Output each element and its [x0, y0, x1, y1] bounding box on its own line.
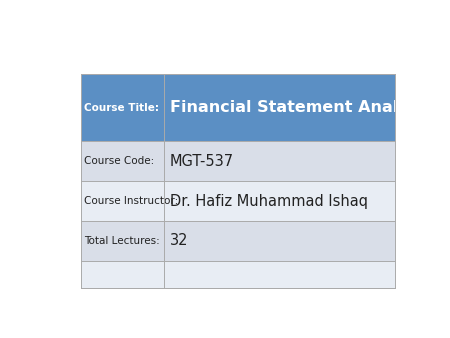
Text: Course Code:: Course Code: — [84, 156, 154, 166]
Bar — [81, 141, 164, 181]
Bar — [81, 221, 164, 261]
Text: Total Lectures:: Total Lectures: — [84, 236, 160, 246]
Bar — [164, 181, 395, 221]
Text: Course Title:: Course Title: — [84, 103, 159, 113]
Text: Financial Statement Analysis: Financial Statement Analysis — [170, 100, 433, 115]
Text: 32: 32 — [170, 233, 189, 248]
Bar — [81, 261, 164, 288]
Text: MGT-537: MGT-537 — [170, 154, 234, 169]
Text: Course Instructor:: Course Instructor: — [84, 196, 178, 206]
Bar — [164, 74, 395, 141]
Bar — [81, 74, 164, 141]
Bar — [164, 261, 395, 288]
Text: Dr. Hafiz Muhammad Ishaq: Dr. Hafiz Muhammad Ishaq — [170, 194, 368, 209]
Bar — [164, 141, 395, 181]
Bar — [164, 221, 395, 261]
Bar — [81, 181, 164, 221]
